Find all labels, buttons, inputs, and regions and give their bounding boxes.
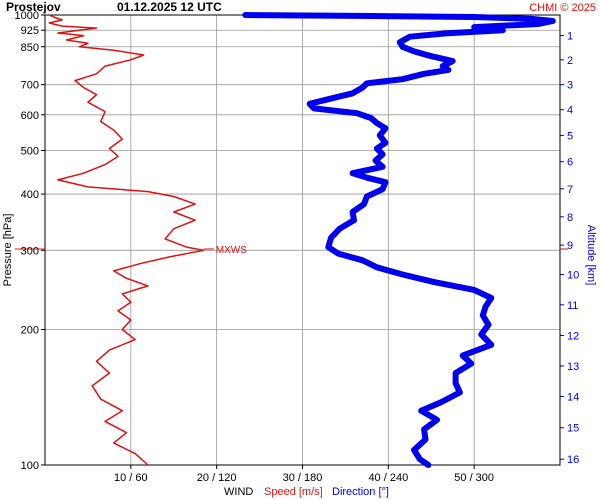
pressure-tick-label: 700: [21, 80, 39, 92]
direction-series-line: [242, 12, 556, 468]
altitude-tick-label: 9: [567, 240, 573, 252]
altitude-tick-label: 6: [567, 157, 573, 169]
pressure-tick-label: 400: [21, 189, 39, 201]
altitude-tick-label: 3: [567, 80, 573, 92]
y-axis-title: Pressure [hPa]: [2, 214, 14, 287]
altitude-tick-label: 2: [567, 55, 573, 67]
altitude-tick-label: 15: [567, 423, 579, 435]
altitude-tick-label: 12: [567, 330, 579, 342]
wind-tick-label: 10 / 60: [114, 472, 148, 484]
wind-tick-label: 40 / 240: [368, 472, 408, 484]
copyright-text: CHMI © 2025: [529, 2, 596, 14]
altitude-tick-label: 16: [567, 454, 579, 466]
wind-tick-label: 30 / 180: [283, 472, 323, 484]
wind-tick-label: 20 / 120: [197, 472, 237, 484]
speed-series-line: [48, 14, 205, 466]
altitude-tick-label: 11: [567, 300, 578, 312]
altitude-tick-label: 14: [567, 391, 579, 403]
max-wind-label: MXWS: [216, 245, 247, 256]
pressure-tick-label: 600: [21, 110, 39, 122]
altitude-tick-label: 1: [567, 31, 573, 43]
altitude-tick-label: 13: [567, 361, 579, 373]
sounding-datetime: 01.12.2025 12 UTC: [117, 0, 222, 14]
altitude-tick-label: 4: [567, 105, 573, 117]
y2-axis-title: Altitude [km]: [585, 225, 597, 286]
x-axis-speed-label: Speed [m/s]: [264, 486, 323, 498]
wind-tick-label: 50 / 300: [454, 472, 494, 484]
altitude-tick-label: 7: [567, 184, 573, 196]
pressure-tick-label: 850: [21, 42, 39, 54]
pressure-tick-label: 925: [21, 25, 39, 37]
series-layer: [15, 12, 568, 468]
pressure-tick-label: 300: [21, 245, 39, 257]
pressure-tick-label: 500: [21, 145, 39, 157]
altitude-tick-label: 10: [567, 270, 579, 282]
altitude-tick-label: 5: [567, 130, 573, 142]
pressure-tick-label: 200: [21, 325, 39, 337]
pressure-tick-label: 1000: [15, 10, 39, 22]
pressure-tick-label: 100: [21, 460, 39, 472]
station-name: Prostejov: [6, 0, 61, 14]
altitude-tick-label: 8: [567, 212, 573, 224]
x-axis-direction-label: Direction [°]: [332, 486, 389, 498]
x-axis-title: WIND: [224, 486, 253, 498]
